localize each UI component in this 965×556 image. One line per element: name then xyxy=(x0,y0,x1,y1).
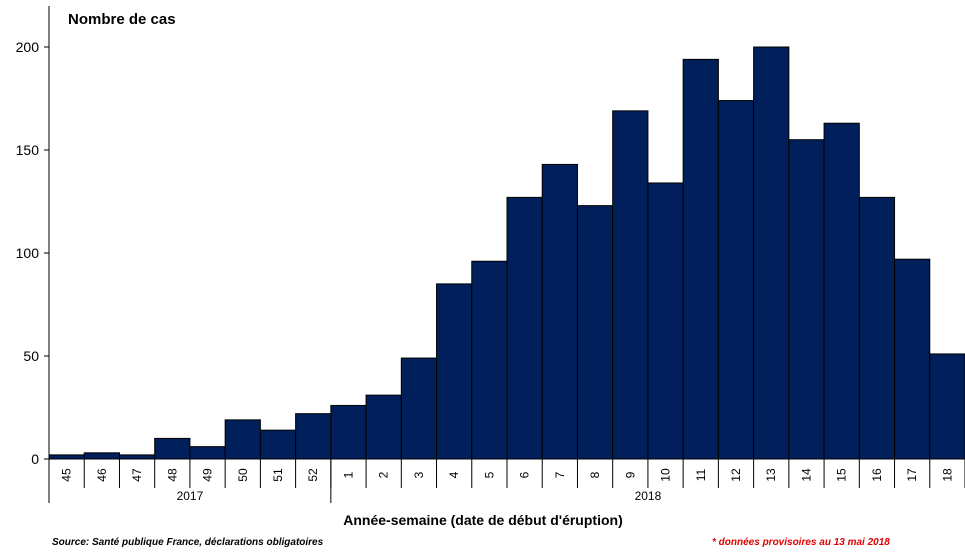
bar-week-11 xyxy=(682,58,719,460)
x-tick-label-week-51: 51 xyxy=(271,468,285,482)
bar-week-10 xyxy=(647,182,684,460)
x-tick-label-week-15: 15 xyxy=(835,468,849,482)
y-tick-label-200: 200 xyxy=(16,39,40,55)
bar-week-4 xyxy=(436,283,473,460)
bar-week-45 xyxy=(48,454,85,460)
bar-week-6 xyxy=(506,196,543,460)
x-tick-label-week-14: 14 xyxy=(799,468,813,482)
bar-week-48 xyxy=(154,437,191,460)
bar-week-5 xyxy=(471,260,508,460)
bar-week-50 xyxy=(224,419,261,460)
bar-week-7 xyxy=(541,163,578,460)
x-tick-label-week-11: 11 xyxy=(694,468,708,481)
bar-week-13 xyxy=(753,46,790,460)
bar-week-2 xyxy=(365,394,402,460)
x-tick-label-week-4: 4 xyxy=(447,471,461,478)
bar-week-18 xyxy=(929,353,965,460)
x-tick-label-week-8: 8 xyxy=(588,471,602,478)
x-tick-label-week-48: 48 xyxy=(165,468,179,482)
x-tick-label-week-6: 6 xyxy=(518,471,532,478)
source-note: Source: Santé publique France, déclarati… xyxy=(52,537,324,548)
bar-week-3 xyxy=(400,357,438,460)
bar-week-46 xyxy=(83,452,120,460)
x-tick-label-week-18: 18 xyxy=(940,468,954,482)
x-tick-label-week-1: 1 xyxy=(341,471,355,478)
x-tick-label-week-47: 47 xyxy=(130,468,144,482)
y-tick-label-50: 50 xyxy=(23,348,39,364)
bar-week-1 xyxy=(330,404,367,460)
bar-week-49 xyxy=(189,446,226,460)
year-label-2018: 2018 xyxy=(635,489,662,503)
bars-layer xyxy=(48,46,965,460)
year-label-2017: 2017 xyxy=(177,489,204,503)
x-tick-label-week-52: 52 xyxy=(306,468,320,482)
x-tick-label-week-10: 10 xyxy=(659,468,673,482)
bar-week-8 xyxy=(576,205,614,460)
x-tick-label-week-45: 45 xyxy=(60,468,74,482)
x-tick-label-week-13: 13 xyxy=(764,468,778,482)
bar-week-12 xyxy=(717,100,755,460)
y-tick-label-150: 150 xyxy=(16,142,40,158)
bar-week-51 xyxy=(259,429,297,460)
x-axis-title: Année-semaine (date de début d'éruption) xyxy=(343,512,622,528)
x-tick-label-week-49: 49 xyxy=(201,468,215,482)
bar-week-16 xyxy=(858,196,896,460)
bar-week-17 xyxy=(894,258,931,460)
bar-week-47 xyxy=(118,454,156,460)
x-tick-label-week-7: 7 xyxy=(553,471,567,478)
y-tick-label-0: 0 xyxy=(31,451,39,467)
x-tick-label-week-3: 3 xyxy=(412,471,426,478)
y-axis-title: Nombre de cas xyxy=(68,11,176,28)
x-tick-label-week-2: 2 xyxy=(377,471,391,478)
x-tick-label-week-50: 50 xyxy=(236,468,250,482)
x-tick-label-week-17: 17 xyxy=(905,468,919,482)
bar-week-9 xyxy=(612,110,649,460)
x-tick-label-week-12: 12 xyxy=(729,468,743,482)
bar-week-52 xyxy=(295,413,332,460)
x-tick-label-week-46: 46 xyxy=(95,468,109,482)
bar-week-14 xyxy=(788,139,825,460)
x-tick-label-week-9: 9 xyxy=(623,471,637,478)
x-tick-label-week-5: 5 xyxy=(482,471,496,478)
provisional-data-note: * données provisoires au 13 mai 2018 xyxy=(712,537,890,548)
y-tick-label-100: 100 xyxy=(16,245,40,261)
bar-week-15 xyxy=(823,122,860,460)
x-tick-label-week-16: 16 xyxy=(870,468,884,482)
